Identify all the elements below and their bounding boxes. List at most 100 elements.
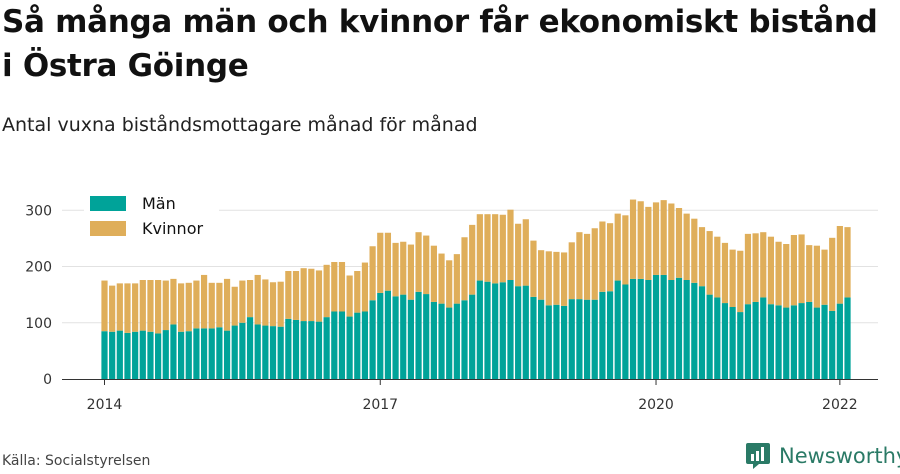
bar-woman [438, 253, 445, 304]
bar-woman [836, 226, 843, 304]
bar-group [622, 215, 629, 379]
bar-man [783, 307, 790, 379]
bar-man [538, 299, 545, 379]
y-tick-label: 300 [25, 203, 52, 219]
bar-man [606, 291, 614, 379]
bar-man [170, 324, 177, 379]
bar-woman [453, 254, 460, 304]
bar-group [714, 236, 721, 379]
bar-man [400, 294, 407, 379]
bar-group [200, 274, 208, 379]
bar-man [223, 330, 231, 379]
bar-group [469, 224, 476, 379]
bar-group [384, 232, 392, 379]
bar-woman [331, 262, 338, 312]
bar-group [308, 268, 315, 379]
bar-group [637, 201, 644, 379]
bar-woman [515, 223, 522, 287]
x-tick-label: 2020 [638, 397, 674, 413]
bar-woman [545, 251, 552, 306]
bar-man [124, 332, 131, 379]
bar-man [338, 311, 346, 379]
bar-woman [806, 245, 813, 302]
bar-man [568, 299, 575, 379]
bar-woman [223, 278, 231, 331]
bar-man [185, 331, 192, 379]
bar-group [629, 199, 637, 379]
bar-group [836, 226, 843, 379]
bar-group [476, 214, 483, 379]
bar-woman [767, 236, 775, 305]
bar-man [162, 330, 169, 379]
bar-woman [668, 203, 675, 280]
bar-woman [522, 219, 529, 286]
bar-woman [354, 271, 361, 313]
bar-group [277, 281, 284, 379]
bar-man [721, 303, 729, 379]
bar-woman [790, 235, 797, 306]
bar-woman [675, 208, 683, 278]
bar-group [492, 214, 499, 379]
bar-group [675, 208, 683, 379]
brand-logo: Newsworthy [745, 440, 900, 472]
bar-man [645, 280, 652, 379]
bar-man [530, 296, 537, 379]
bar-man [698, 286, 706, 379]
bar-woman [361, 262, 369, 312]
bar-group [223, 278, 231, 379]
bar-man [675, 277, 683, 379]
bar-woman [507, 209, 514, 280]
bar-man [522, 285, 529, 379]
bar-group [691, 218, 698, 379]
bar-group [208, 282, 215, 379]
bar-man [507, 280, 514, 379]
bar-man [760, 297, 767, 379]
bar-group [269, 282, 277, 379]
bar-woman [714, 236, 721, 298]
bar-woman [216, 282, 223, 328]
bar-group [101, 280, 108, 379]
bar-man [415, 291, 422, 379]
bar-group [568, 242, 575, 379]
brand-name: Newsworthy [779, 444, 900, 468]
bar-group [752, 233, 759, 379]
bar-woman [139, 280, 146, 331]
bar-woman [706, 231, 713, 295]
bar-man [561, 305, 568, 379]
bar-man [469, 294, 476, 379]
bar-group [576, 232, 583, 379]
bar-man [652, 274, 660, 379]
bar-woman [407, 244, 414, 300]
bar-woman [729, 249, 736, 307]
bar-woman [660, 200, 667, 275]
bar-group [446, 260, 453, 379]
bar-group [239, 280, 246, 379]
bar-group [798, 234, 805, 379]
bar-group [806, 245, 813, 379]
bar-man [729, 307, 736, 379]
bar-group [844, 227, 851, 379]
bar-woman [691, 218, 698, 283]
bar-man [660, 274, 667, 379]
bar-group [767, 236, 775, 379]
bar-group [561, 252, 568, 379]
bar-man [515, 286, 522, 379]
bar-man [453, 303, 460, 379]
bar-woman [683, 213, 690, 280]
bar-man [752, 301, 759, 379]
axes: 2014 2017 2020 2022 [62, 379, 878, 413]
bar-group [499, 214, 506, 379]
bar-group [193, 280, 200, 379]
bar-man [193, 328, 200, 379]
bar-group [415, 232, 422, 379]
legend-swatch [90, 196, 126, 211]
bar-man [844, 297, 851, 379]
legend: Män Kvinnor [84, 190, 219, 246]
bar-group [453, 254, 460, 379]
bar-woman [775, 241, 782, 306]
bar-woman [109, 285, 116, 332]
bar-group [530, 240, 537, 379]
bar-group [338, 262, 346, 379]
bar-woman [155, 280, 162, 334]
bar-group [423, 235, 430, 379]
